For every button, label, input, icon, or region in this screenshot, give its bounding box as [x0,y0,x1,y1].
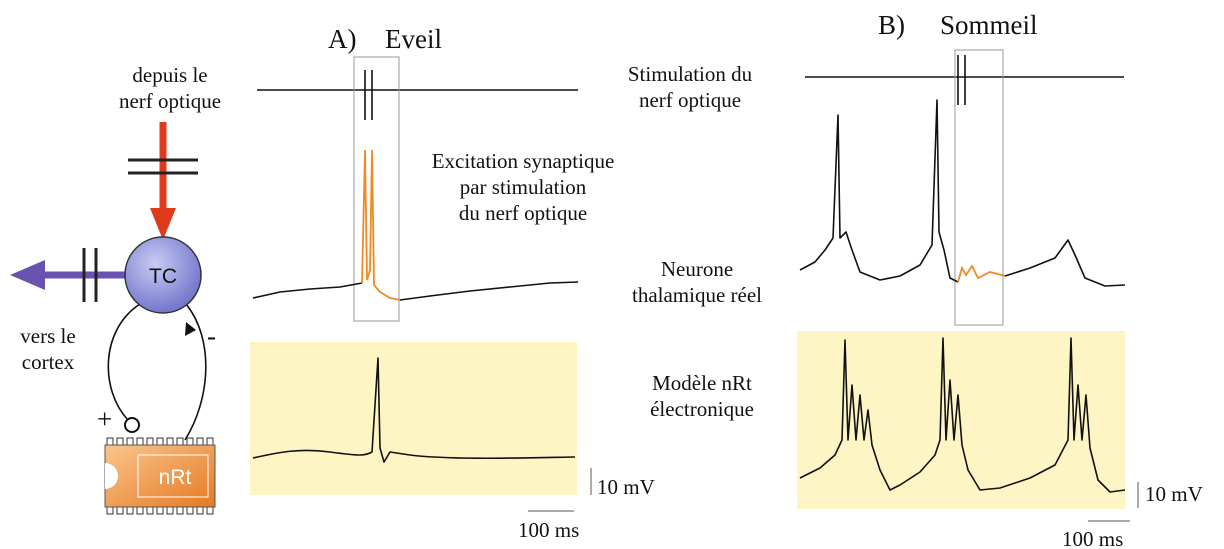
chip-pin [116,506,124,515]
left-diagram: depuis le nerf optique TC vers le cortex… [10,63,221,515]
model-area [250,342,577,495]
chip-pin [156,437,164,446]
tc-neuron [124,236,202,314]
excitation-label: Excitation synaptique [432,149,615,173]
stim-label: Stimulation du [628,62,753,86]
trace-response [361,149,401,301]
neuron-label: thalamique réel [632,283,762,307]
trace [252,282,363,299]
stim-pulses [364,70,373,120]
trace [799,99,959,283]
panel-letter: B) [878,10,905,40]
chip-pin [146,506,154,515]
model-label: électronique [650,397,754,421]
model-trace [252,357,576,463]
center-labels: Stimulation du nerf optique Excitation s… [432,62,762,421]
input-label: depuis le [132,63,207,87]
arrow-head [185,322,196,336]
panel-title: Eveil [385,24,442,54]
nrt-label: nRt [159,466,192,489]
chip-pin [106,437,114,446]
excitation-label: par stimulation [460,175,587,199]
scale-v: 10 mV [597,475,655,499]
chip-pin [186,506,194,515]
input-label: nerf optique [119,89,221,113]
chip-pin [136,437,144,446]
scale-t: 100 ms [518,518,579,542]
excitation-label: du nerf optique [459,201,587,225]
trace-response [957,264,1006,283]
chip-pin [166,437,174,446]
panel-letter: A) [328,24,357,54]
highlight-box [353,56,400,322]
chip-pin [166,506,174,515]
neuron-label: Neurone [661,257,733,281]
output-label: vers le [20,324,75,348]
plus-sign: + [97,404,112,434]
chip-pin [126,437,134,446]
arrow-head [150,208,176,240]
chip-notch [105,463,118,489]
output-label: cortex [22,350,75,374]
panel-title: Sommeil [940,10,1038,40]
trace [399,281,579,301]
minus-sign: - [207,321,216,351]
model-trace [799,337,1126,493]
chip-pin [196,506,204,515]
chip-pin [156,506,164,515]
scale-v: 10 mV [1145,482,1203,506]
chip-pin [106,506,114,515]
tc-label: TC [149,265,177,288]
model-label: Modèle nRt [652,371,752,395]
chip-pin [206,437,214,446]
chip-pin [176,437,184,446]
chip-pin [146,437,154,446]
stim-label: nerf optique [639,88,741,112]
chip-inner [137,454,209,498]
arrow-head [10,260,45,290]
chip-pin [126,506,134,515]
chip-pin [116,437,124,446]
loop [107,303,141,421]
trace [1004,239,1126,287]
panel-a: A) Eveil 10 mV 100 ms [250,24,655,542]
chip-pin [176,506,184,515]
loop [184,303,207,441]
chip-pin [206,506,214,515]
chip-pin [136,506,144,515]
panel-b: B) Sommeil 10 mV 100 ms [797,10,1203,549]
scale-t: 100 ms [1062,527,1123,549]
highlight-box [954,49,1004,326]
synapse [124,417,140,433]
chip-pin [186,437,194,446]
chip-pin [196,437,204,446]
stim-pulses [957,55,966,105]
